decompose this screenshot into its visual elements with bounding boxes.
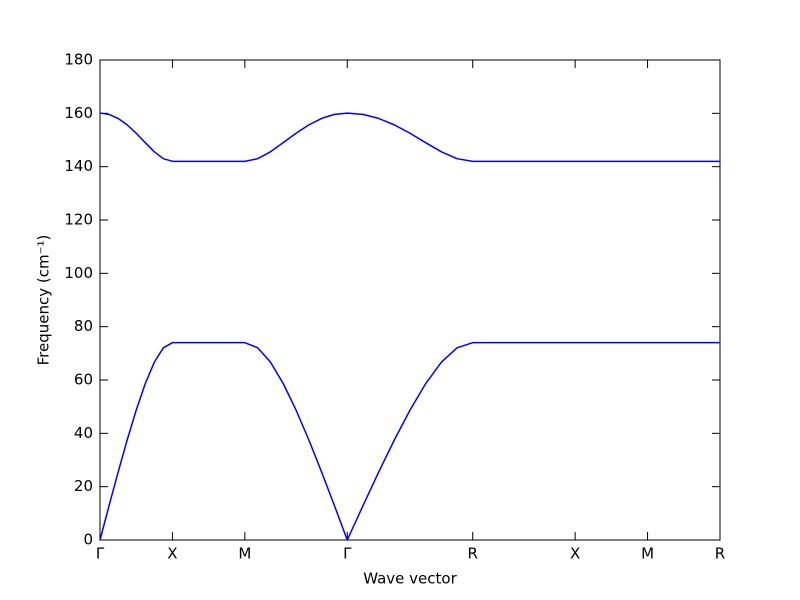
y-tick-label: 80 (74, 317, 93, 335)
x-tick-label: Γ (343, 545, 352, 563)
x-tick-label: Γ (96, 545, 105, 563)
x-tick-label: M (238, 545, 251, 563)
y-tick-label: 20 (74, 477, 93, 495)
y-tick-label: 120 (64, 211, 93, 229)
y-tick-label: 140 (64, 157, 93, 175)
x-tick-label: X (167, 545, 177, 563)
x-axis-label: Wave vector (363, 570, 457, 588)
y-tick-label: 0 (83, 531, 93, 549)
x-tick-label: R (715, 545, 725, 563)
x-tick-label: R (468, 545, 478, 563)
y-tick-label: 100 (64, 264, 93, 282)
band-line (99, 112, 720, 163)
y-tick-label: 60 (74, 371, 93, 389)
y-axis-label: Frequency (cm⁻¹) (35, 235, 53, 366)
y-tick-label: 180 (64, 51, 93, 69)
x-tick-label: M (641, 545, 654, 563)
plot-frame (99, 59, 721, 541)
y-tick-label: 160 (64, 104, 93, 122)
band-line (99, 341, 720, 541)
y-tick-label: 40 (74, 424, 93, 442)
x-tick-label: X (570, 545, 580, 563)
